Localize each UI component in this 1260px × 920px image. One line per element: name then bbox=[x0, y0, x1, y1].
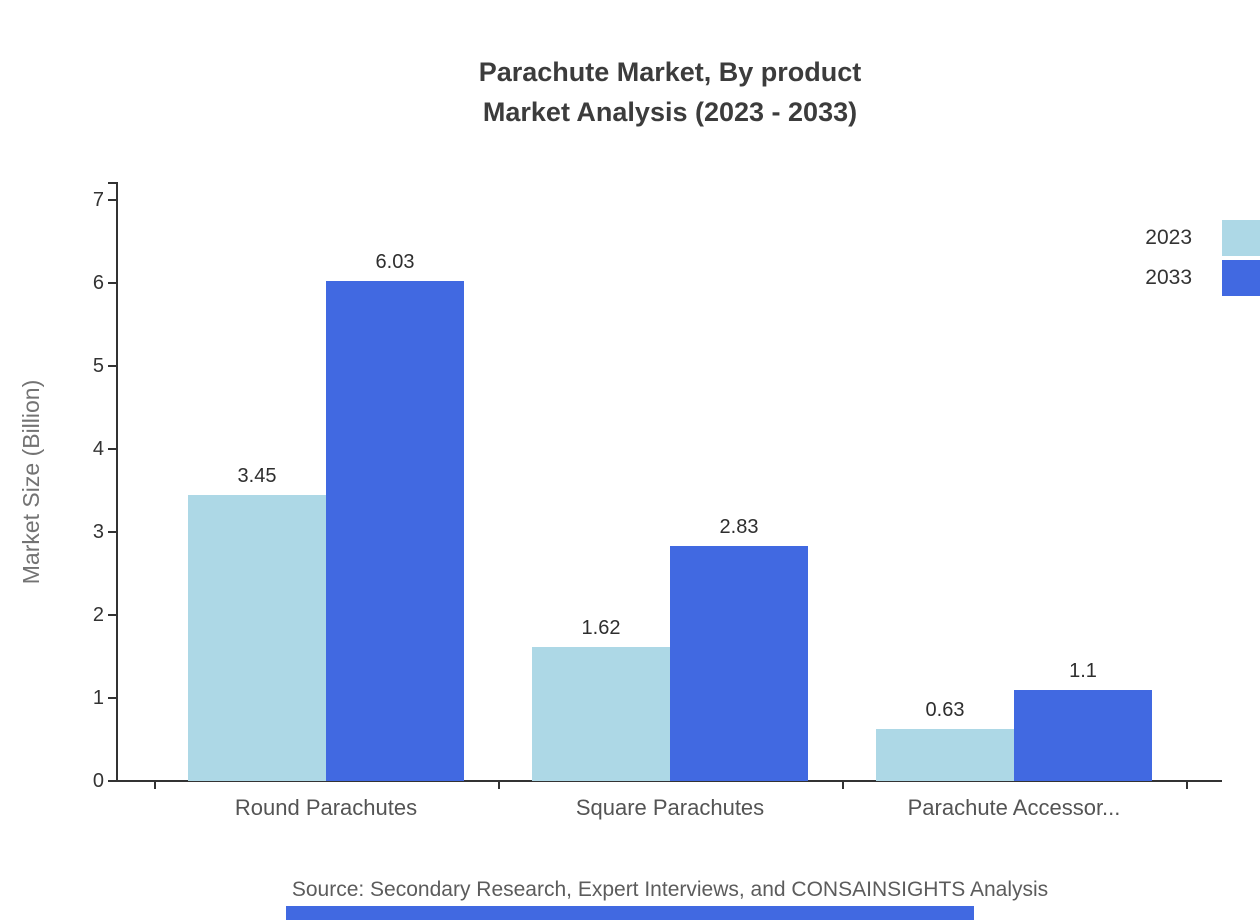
y-tick bbox=[108, 448, 116, 450]
y-tick bbox=[108, 199, 116, 201]
legend-label: 2023 bbox=[1145, 226, 1192, 249]
y-tick bbox=[108, 697, 116, 699]
value-label: 1.62 bbox=[581, 617, 621, 639]
x-tick bbox=[1186, 781, 1188, 789]
category-label: Round Parachutes bbox=[234, 795, 418, 820]
value-label: 2.83 bbox=[719, 516, 759, 538]
y-tick-label: 7 bbox=[92, 189, 104, 211]
bar-2033-category-1 bbox=[326, 281, 464, 781]
y-tick bbox=[108, 614, 116, 616]
y-tick-label: 5 bbox=[92, 355, 104, 377]
category-label: Parachute Accessor... bbox=[907, 795, 1121, 820]
source-note: Source: Secondary Research, Expert Inter… bbox=[291, 878, 1049, 901]
y-tick bbox=[108, 365, 116, 367]
value-label: 6.03 bbox=[375, 251, 415, 273]
bar-2023-category-3 bbox=[876, 729, 1014, 781]
y-tick-label: 0 bbox=[92, 770, 104, 792]
y-tick-label: 4 bbox=[92, 438, 104, 460]
footer-watermark-bar bbox=[286, 906, 974, 920]
legend: 2023 2033 bbox=[1145, 220, 1260, 296]
y-tick-label: 2 bbox=[92, 604, 104, 626]
y-tick bbox=[108, 531, 116, 533]
bar-2033-category-3 bbox=[1014, 690, 1152, 781]
value-label: 0.63 bbox=[925, 699, 965, 721]
y-tick-label: 6 bbox=[92, 272, 104, 294]
chart-title-line1: Parachute Market, By product bbox=[478, 57, 862, 87]
chart-title: Parachute Market, By product Market Anal… bbox=[80, 52, 1260, 132]
bar-2023-category-2 bbox=[532, 647, 670, 781]
x-tick bbox=[154, 781, 156, 789]
x-tick bbox=[498, 781, 500, 789]
y-tick bbox=[108, 282, 116, 284]
bar-2033-category-2 bbox=[670, 546, 808, 781]
x-tick bbox=[842, 781, 844, 789]
y-tick-label: 3 bbox=[92, 521, 104, 543]
value-label: 1.1 bbox=[1069, 660, 1097, 682]
category-label: Square Parachutes bbox=[575, 795, 765, 820]
chart-title-line2: Market Analysis (2023 - 2033) bbox=[482, 97, 858, 127]
y-tick-label: 1 bbox=[92, 687, 104, 709]
legend-item-2023: 2023 bbox=[1145, 220, 1260, 256]
legend-label: 2033 bbox=[1145, 266, 1192, 289]
y-tick bbox=[108, 780, 116, 782]
x-axis bbox=[118, 780, 1222, 782]
value-label: 3.45 bbox=[237, 465, 277, 487]
y-axis bbox=[116, 182, 118, 782]
legend-swatch bbox=[1222, 220, 1260, 256]
bar-2023-category-1 bbox=[188, 495, 326, 781]
legend-swatch bbox=[1222, 260, 1260, 296]
legend-item-2033: 2033 bbox=[1145, 260, 1260, 296]
y-axis-end-tick bbox=[108, 182, 116, 184]
